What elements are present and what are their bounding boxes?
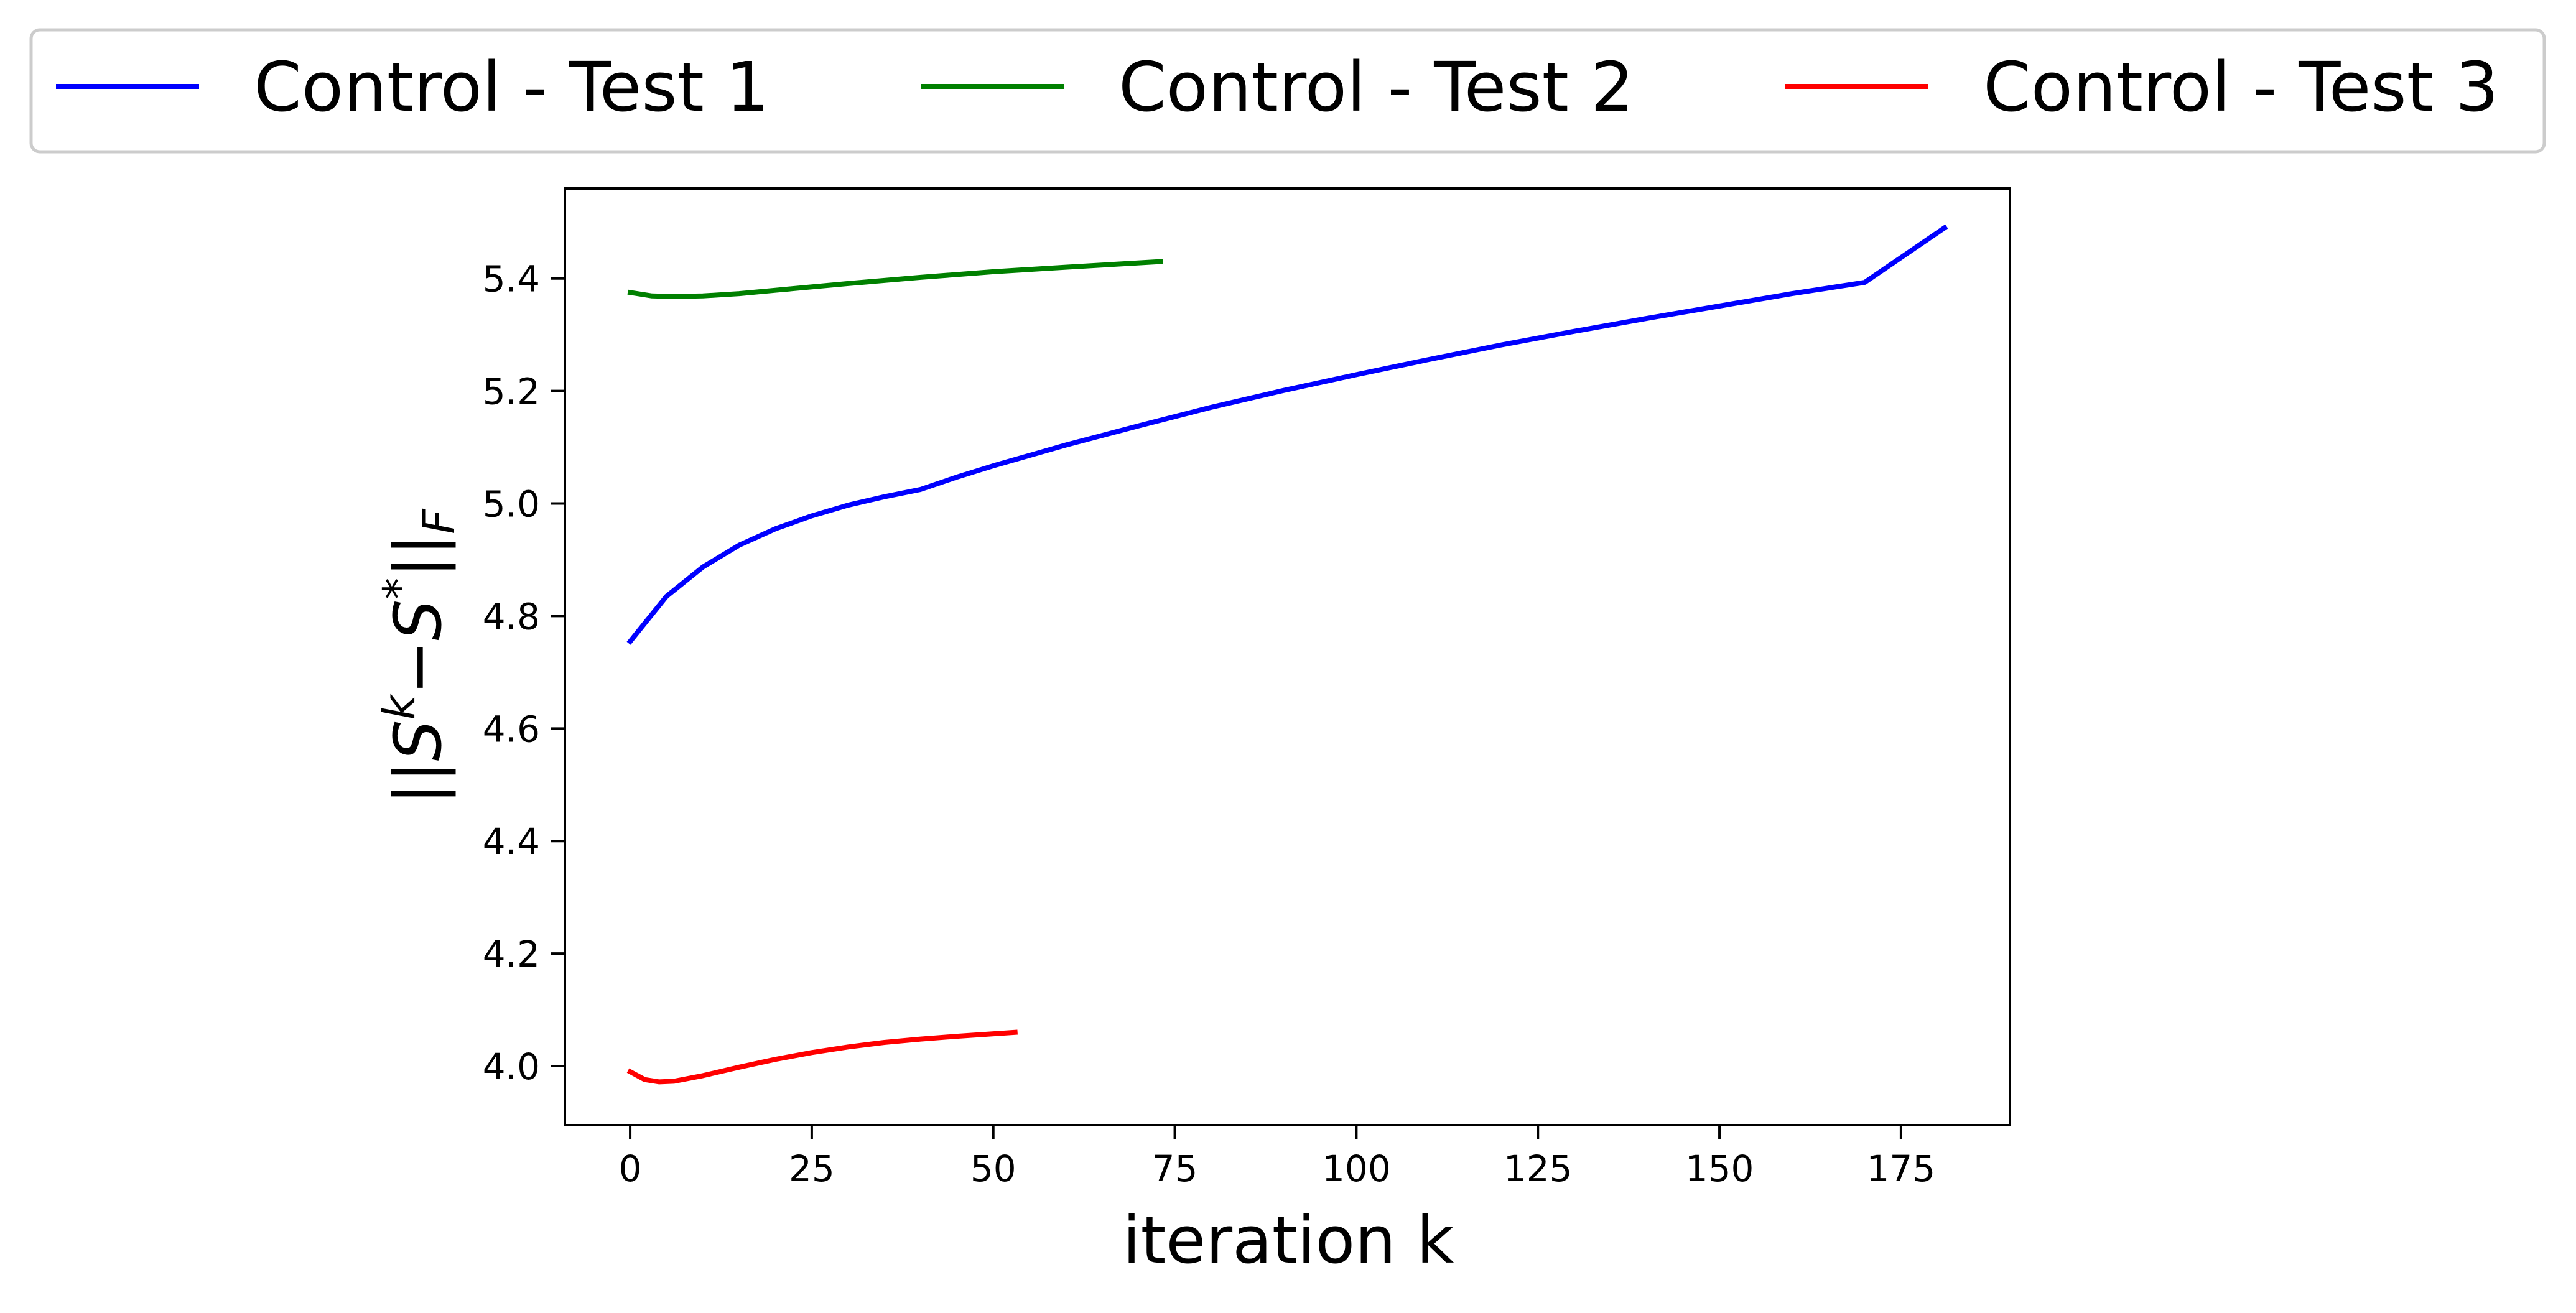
y-label-k: k [374,693,425,720]
x-tick-label-3: 75 [1152,1148,1198,1190]
y-label-norm-right: || [380,534,456,578]
plot-frame [564,187,2011,1126]
legend-label-2: Control - Test 2 [1118,47,1634,127]
y-label-norm-left: || [380,761,456,804]
legend-frame [29,28,2546,154]
x-tick-label-4: 100 [1322,1148,1391,1190]
y-tick-label-7: 5.4 [483,258,540,300]
y-label-star: * [374,578,425,600]
x-tick-label-2: 50 [970,1148,1016,1190]
legend-label-1: Control - Test 1 [254,47,770,127]
y-label-minus: − [380,641,456,695]
legend-label-3: Control - Test 3 [1983,47,2499,127]
y-label-s-star: S [380,600,456,641]
y-tick-label-5: 5.0 [483,483,540,526]
x-tick-label-1: 25 [789,1148,835,1190]
y-tick-label-6: 5.2 [483,371,540,413]
series-line-3 [626,1029,1018,1085]
y-tick-label-1: 4.2 [483,933,540,975]
x-tick-label-0: 0 [619,1148,642,1190]
y-label-sub-f: F [414,508,465,534]
y-tick-label-0: 4.0 [483,1046,540,1088]
y-tick-label-3: 4.6 [483,708,540,750]
x-tick-label-7: 175 [1867,1148,1936,1190]
legend: Control - Test 1 Control - Test 2 Control … [29,28,2546,154]
x-axis-label: iteration k [1123,1202,1454,1278]
plot-area: 0 25 50 75 100 125 150 175 4.0 4.2 4.4 4.6 4.8 5.0 5.… [483,187,2011,1190]
y-axis-label: ||Sk−S*||F [374,508,465,805]
x-tick-label-5: 125 [1504,1148,1573,1190]
series-line-1 [626,224,1948,645]
y-label-s: S [380,720,456,761]
y-tick-label-2: 4.4 [483,820,540,863]
series-line-2 [627,259,1163,299]
y-tick-label-4: 4.8 [483,595,540,638]
x-tick-label-6: 150 [1685,1148,1754,1190]
